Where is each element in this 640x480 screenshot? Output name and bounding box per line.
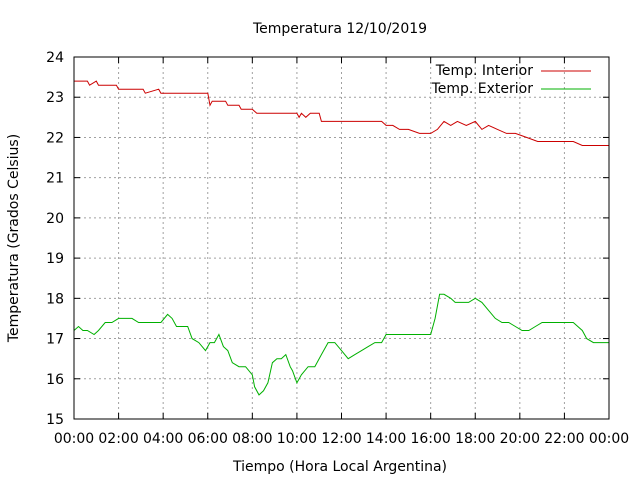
axis-ticks: [73, 56, 610, 420]
x-tick-label: 12:00: [321, 431, 361, 447]
x-tick-label: 08:00: [232, 431, 272, 447]
legend-label-interior: Temp. Interior: [435, 63, 534, 79]
y-tick-label: 21: [46, 171, 64, 187]
x-tick-label: 20:00: [500, 431, 540, 447]
x-tick-label: 22:00: [544, 431, 584, 447]
series-line-interior: [74, 80, 609, 146]
y-tick-labels: 15 16 17 18 19 20 21 22 23 24: [46, 50, 64, 428]
x-tick-label: 06:00: [188, 431, 228, 447]
x-tick-label: 04:00: [143, 431, 183, 447]
y-tick-label: 18: [46, 291, 64, 307]
x-tick-label: 14:00: [366, 431, 406, 447]
y-tick-label: 17: [46, 332, 64, 348]
x-tick-labels: 00:00 02:00 04:00 06:00 08:00 10:00 12:00 14:00…: [54, 431, 629, 447]
x-axis-label: Tiempo (Hora Local Argentina): [232, 459, 447, 475]
x-tick-label: 00:00: [54, 431, 94, 447]
y-tick-label: 20: [46, 211, 64, 227]
x-tick-label: 10:00: [277, 431, 317, 447]
chart-title: Temperatura 12/10/2019: [252, 21, 427, 37]
x-tick-label: 02:00: [98, 431, 138, 447]
x-tick-label: 00:00: [589, 431, 629, 447]
y-tick-label: 19: [46, 251, 64, 267]
y-tick-label: 15: [46, 412, 64, 428]
legend: Temp. Interior Temp. Exterior: [431, 63, 591, 97]
y-tick-label: 24: [46, 50, 64, 66]
grid-lines: [74, 57, 609, 419]
legend-label-exterior: Temp. Exterior: [431, 81, 534, 97]
x-tick-label: 18:00: [455, 431, 495, 447]
y-axis-label: Temperatura (Grados Celsius): [6, 134, 22, 343]
x-tick-label: 16:00: [410, 431, 450, 447]
y-tick-label: 22: [46, 130, 64, 146]
y-tick-label: 23: [46, 90, 64, 106]
series-line-exterior: [73, 293, 609, 396]
series-lines: [73, 80, 609, 396]
y-tick-label: 16: [46, 372, 64, 388]
